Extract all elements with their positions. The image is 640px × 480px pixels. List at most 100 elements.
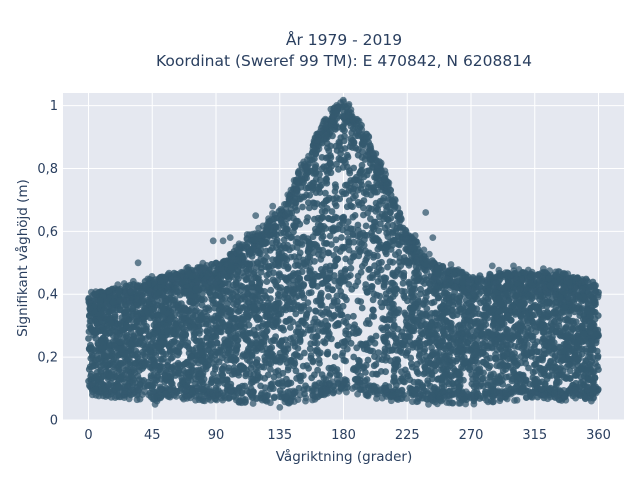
data-point: [350, 238, 358, 246]
data-point: [479, 375, 487, 382]
data-point: [190, 359, 197, 367]
data-point: [238, 382, 246, 390]
chart-title-line-2: Koordinat (Sweref 99 TM): E 470842, N 62…: [156, 52, 532, 70]
data-point: [354, 226, 362, 234]
data-point: [204, 357, 212, 365]
data-point: [403, 314, 411, 322]
data-point: [318, 280, 326, 287]
data-point: [107, 320, 115, 327]
data-point: [546, 335, 553, 343]
data-point: [231, 324, 239, 332]
data-point: [264, 371, 272, 379]
data-point: [428, 329, 436, 337]
data-point: [227, 356, 234, 363]
data-point: [503, 349, 511, 357]
data-point: [243, 284, 251, 292]
data-point: [382, 274, 390, 282]
data-point: [315, 250, 322, 258]
data-point: [524, 324, 532, 332]
data-point: [154, 344, 162, 351]
data-point: [167, 340, 175, 348]
data-point: [300, 303, 307, 311]
data-point: [342, 181, 349, 189]
data-point: [277, 284, 285, 291]
data-point: [311, 339, 318, 347]
data-point: [511, 311, 519, 318]
data-point: [349, 366, 357, 373]
data-point: [583, 348, 590, 355]
data-point: [331, 200, 339, 207]
data-point: [295, 292, 302, 300]
data-point: [436, 304, 444, 311]
data-point: [285, 263, 292, 271]
data-point: [325, 249, 333, 257]
data-point: [383, 339, 391, 346]
data-point: [242, 276, 250, 284]
data-point: [369, 296, 377, 304]
data-point: [350, 164, 358, 172]
data-point: [523, 347, 530, 355]
data-point: [341, 338, 348, 345]
data-point: [320, 163, 328, 171]
data-point: [316, 360, 323, 367]
data-point: [465, 324, 472, 331]
data-point: [291, 253, 298, 260]
data-point: [224, 327, 232, 335]
data-point: [185, 374, 192, 381]
data-point: [331, 353, 339, 360]
data-point: [502, 373, 510, 381]
data-point: [394, 357, 402, 365]
data-point: [358, 171, 365, 178]
data-point: [287, 379, 295, 387]
data-point: [303, 218, 310, 225]
data-point: [382, 368, 389, 376]
data-point: [408, 360, 415, 368]
data-point: [362, 281, 370, 288]
data-point: [391, 365, 398, 373]
data-point: [556, 365, 564, 373]
data-point: [293, 244, 301, 251]
data-point: [563, 332, 571, 340]
data-point: [401, 366, 409, 374]
data-point: [541, 371, 549, 379]
data-point: [85, 335, 92, 342]
data-point: [521, 310, 529, 317]
data-point: [196, 330, 203, 337]
data-point: [514, 343, 522, 351]
data-point: [335, 165, 342, 173]
data-point: [142, 360, 149, 367]
data-point: [356, 247, 364, 255]
data-point: [267, 286, 275, 294]
data-point: [350, 194, 357, 202]
data-point: [253, 264, 260, 271]
data-point: [201, 308, 208, 316]
data-point: [312, 162, 320, 169]
data-point: [519, 324, 527, 332]
data-point: [158, 334, 166, 341]
data-point: [360, 197, 368, 204]
data-point: [591, 315, 599, 323]
data-point: [396, 347, 404, 355]
data-point: [253, 356, 261, 363]
data-point: [363, 376, 371, 383]
data-point: [454, 331, 461, 338]
data-point: [588, 373, 596, 380]
data-point: [531, 304, 539, 311]
data-point: [559, 348, 567, 355]
data-point: [117, 306, 124, 313]
data-point: [275, 380, 283, 388]
data-point: [358, 161, 366, 169]
data-point: [272, 356, 280, 363]
data-point: [467, 347, 474, 355]
data-point: [287, 234, 295, 242]
data-point: [255, 315, 263, 322]
data-point: [107, 373, 115, 380]
data-point: [244, 270, 252, 278]
data-point: [389, 332, 397, 340]
data-point: [530, 343, 538, 351]
data-point: [187, 353, 195, 361]
data-point: [338, 234, 345, 241]
data-point: [399, 279, 407, 287]
data-point: [325, 332, 332, 340]
data-point: [471, 357, 479, 365]
